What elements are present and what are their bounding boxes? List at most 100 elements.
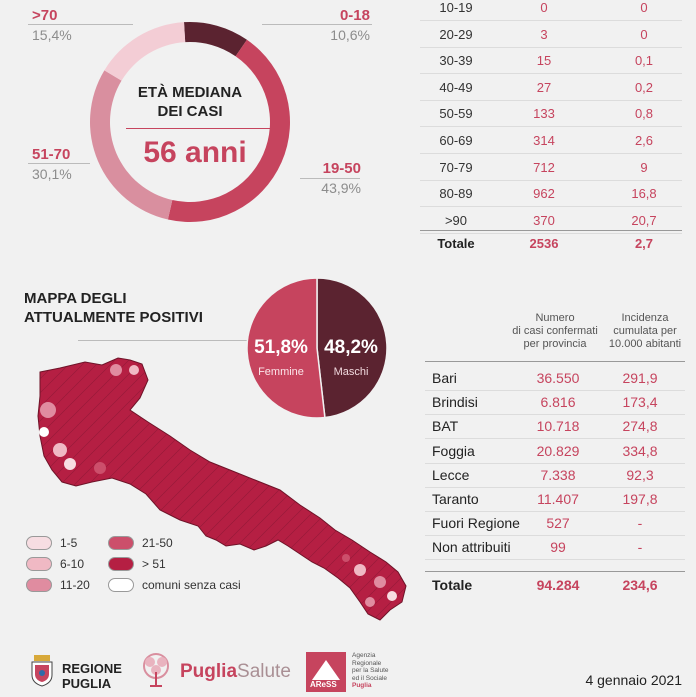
map-title-line2: ATTUALMENTE POSITIVI — [24, 309, 203, 326]
province-incidence-cell: 334,8 — [622, 442, 658, 459]
age-deaths-cell: 0 — [540, 0, 548, 15]
age-total-label: Totale — [437, 236, 475, 251]
puglia-word: Puglia — [180, 661, 238, 682]
age-total-line — [420, 230, 682, 231]
age-rate-cell: 16,8 — [631, 186, 657, 202]
province-total-incidence: 234,6 — [622, 577, 658, 593]
regione-line1: REGIONE — [62, 661, 122, 676]
legend-swatch — [108, 536, 134, 550]
province-incidence-cell: - — [637, 515, 643, 532]
age-deaths-cell: 27 — [536, 79, 552, 95]
donut-segment-51-70 — [89, 70, 173, 220]
province-row-separator — [425, 390, 685, 391]
province-row-separator — [425, 559, 685, 561]
province-row-separator — [425, 414, 685, 416]
legend-swatch — [26, 578, 52, 592]
header-incidence: Incidenza cumulata per 10.000 abitanti — [608, 312, 682, 350]
donut-segment-19-50 — [167, 39, 290, 223]
province-name-cell: BAT — [432, 418, 459, 435]
age-donut-chart — [89, 22, 290, 223]
province-incidence-cell: 291,9 — [622, 370, 658, 386]
province-row-separator — [425, 438, 685, 440]
legend-swatch — [108, 578, 134, 592]
province-total-cases: 94.284 — [536, 577, 580, 593]
legend-label: comuni senza casi — [142, 578, 241, 592]
puglia-map — [37, 357, 407, 621]
donut-segment-70 — [104, 22, 186, 81]
province-header-line — [425, 361, 685, 362]
male-label: Maschi — [333, 366, 369, 378]
province-row-separator — [425, 486, 685, 488]
legend-swatch — [26, 557, 52, 571]
province-cases-cell: 99 — [550, 539, 566, 556]
segment-label-70: >70 — [32, 7, 58, 24]
aress-description: Agenzia Regionale per la Salute ed il So… — [352, 652, 389, 689]
donut-title-line2: DEI CASI — [157, 103, 223, 120]
leader-line-0-18 — [262, 24, 372, 25]
age-row-separator — [420, 46, 682, 48]
age-deaths-cell: 314 — [533, 133, 555, 148]
province-name-cell: Lecce — [432, 466, 470, 483]
province-name-cell: Bari — [432, 370, 457, 386]
salute-word: Salute — [237, 661, 291, 682]
age-rate-cell: 9 — [640, 159, 648, 175]
legend-swatch — [26, 536, 52, 550]
regione-puglia-crest-icon — [30, 655, 54, 687]
male-percent: 48,2% — [324, 337, 378, 358]
age-range-cell: 20-29 — [439, 26, 473, 42]
province-row-separator — [425, 462, 685, 464]
province-cases-cell: 7.338 — [540, 466, 576, 483]
segment-percent-51-70: 30,1% — [32, 166, 72, 182]
header-cases: Numero di casi confermati per provincia — [512, 312, 598, 350]
age-deaths-cell: 370 — [533, 212, 555, 228]
puglia-salute-wordmark: PugliaSalute — [180, 661, 291, 683]
age-row-separator — [420, 206, 682, 208]
leader-line-51-70 — [28, 163, 90, 164]
province-row-separator — [425, 511, 685, 512]
province-name-cell: Foggia — [432, 442, 475, 459]
province-row-separator — [425, 535, 685, 537]
donut-title-line1: ETÀ MEDIANA — [137, 84, 243, 101]
age-deaths-cell: 15 — [536, 53, 552, 69]
leader-line-19-50 — [300, 178, 360, 179]
donut-center-divider — [126, 128, 270, 129]
province-incidence-cell: - — [637, 539, 643, 556]
age-rate-cell: 2,6 — [634, 133, 654, 148]
province-cases-cell: 10.718 — [536, 418, 580, 435]
province-cases-cell: 11.407 — [537, 491, 579, 507]
age-rate-cell: 0 — [640, 26, 648, 42]
age-row-separator — [420, 99, 682, 101]
province-name-cell: Taranto — [432, 491, 479, 507]
legend-label: 11-20 — [60, 578, 90, 592]
segment-label-0-18: 0-18 — [339, 7, 370, 24]
age-rate-cell: 20,7 — [631, 212, 657, 228]
legend-label: 21-50 — [142, 536, 173, 550]
aress-label: AReSS — [310, 680, 337, 689]
age-row-separator — [420, 232, 682, 234]
province-name-cell: Non attribuiti — [432, 539, 511, 556]
age-range-cell: 60-69 — [439, 133, 473, 148]
regione-line2: PUGLIA — [62, 676, 112, 691]
segment-percent-70: 15,4% — [32, 27, 72, 43]
puglia-salute-tree-icon — [136, 652, 176, 688]
age-deaths-cell: 3 — [540, 26, 548, 42]
age-rate-cell: 0,8 — [634, 106, 654, 122]
province-total-label: Totale — [432, 577, 473, 593]
province-cases-cell: 20.829 — [536, 442, 580, 459]
province-incidence-cell: 274,8 — [622, 418, 658, 435]
segment-label-19-50: 19-50 — [322, 160, 361, 177]
legend-swatch — [108, 557, 134, 571]
donut-segment-0-18 — [184, 22, 247, 57]
report-date: 4 gennaio 2021 — [585, 672, 682, 688]
province-incidence-cell: 173,4 — [622, 394, 658, 411]
age-row-separator — [420, 20, 682, 21]
age-rate-cell: 0 — [640, 0, 648, 15]
legend-label: 1-5 — [60, 536, 78, 550]
age-row-separator — [420, 126, 682, 128]
province-name-cell: Fuori Regione — [432, 515, 520, 532]
age-row-separator — [420, 153, 682, 154]
segment-percent-0-18: 10,6% — [330, 27, 370, 43]
gender-pie-chart — [246, 277, 388, 419]
age-row-separator — [420, 179, 682, 181]
age-range-cell: 30-39 — [439, 53, 473, 69]
